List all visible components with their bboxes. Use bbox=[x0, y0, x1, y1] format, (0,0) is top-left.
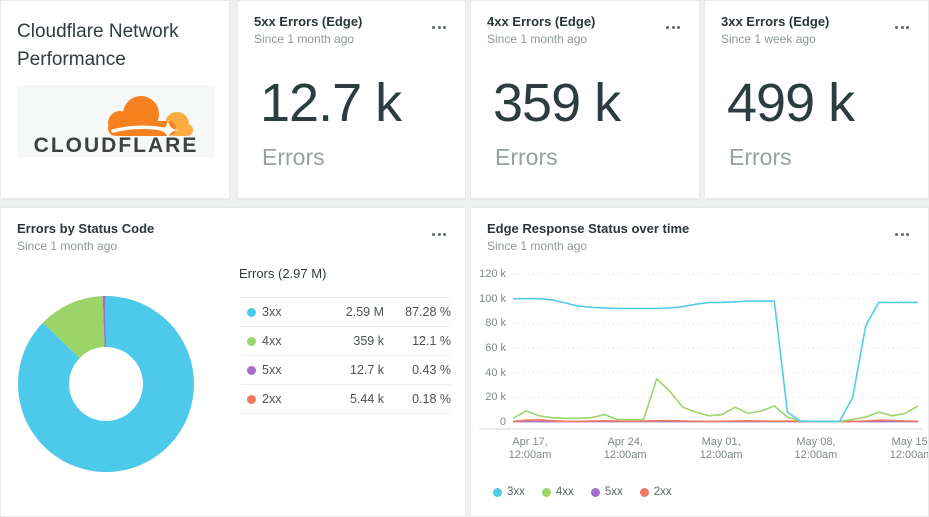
kpi-card-subtitle: Since 1 month ago bbox=[254, 32, 355, 46]
donut-chart[interactable] bbox=[17, 295, 195, 473]
series-label: 5xx bbox=[262, 363, 282, 377]
kpi-card-5xx-errors: 5xx Errors (Edge) Since 1 month ago 12.7… bbox=[237, 0, 466, 199]
chart-subtitle: Since 1 month ago bbox=[487, 239, 588, 253]
kpi-card-title: 5xx Errors (Edge) bbox=[254, 14, 363, 29]
kpi-unit-label: Errors bbox=[262, 144, 325, 170]
line-chart[interactable] bbox=[471, 208, 929, 516]
y-axis-label: 100 k bbox=[479, 293, 506, 305]
card-menu-icon[interactable] bbox=[429, 230, 449, 239]
y-axis-label: 80 k bbox=[485, 317, 506, 329]
x-axis-label: May 08, 12:00am bbox=[794, 436, 838, 461]
card-menu-icon[interactable] bbox=[663, 23, 683, 32]
legend-item-5xx[interactable]: 5xx bbox=[590, 486, 623, 498]
kpi-unit-label: Errors bbox=[729, 144, 792, 170]
chart-legend: 3xx 4xx 5xx 2xx bbox=[493, 486, 672, 498]
kpi-card-title: 4xx Errors (Edge) bbox=[487, 14, 596, 29]
series-value: 12.7 k bbox=[349, 363, 384, 377]
x-axis-label: May 01, 12:00am bbox=[699, 436, 743, 461]
series-color-dot bbox=[493, 487, 502, 497]
series-value: 359 k bbox=[353, 334, 384, 348]
card-menu-icon[interactable] bbox=[892, 23, 912, 32]
kpi-value: 359 k bbox=[493, 73, 621, 133]
series-label: 4xx bbox=[555, 486, 574, 498]
series-color-dot bbox=[247, 307, 256, 317]
legend-item-2xx[interactable]: 2xx bbox=[639, 486, 672, 498]
donut-slice-3xx[interactable] bbox=[17, 296, 194, 472]
x-axis-label: Apr 17, 12:00am bbox=[508, 436, 552, 461]
card-menu-icon[interactable] bbox=[892, 230, 912, 239]
series-color-dot bbox=[247, 365, 256, 375]
chart-title: Edge Response Status over time bbox=[487, 221, 690, 236]
series-value: 5.44 k bbox=[349, 392, 384, 406]
x-axis-label: Apr 24, 12:00am bbox=[603, 436, 647, 461]
donut-legend-row-4xx[interactable]: 4xx 359 k 12.1 % bbox=[241, 326, 451, 355]
legend-item-3xx[interactable]: 3xx bbox=[493, 486, 525, 498]
series-percent: 0.18 % bbox=[412, 392, 451, 406]
line-series-3xx[interactable] bbox=[513, 297, 918, 423]
edge-response-status-card: Edge Response Status over time Since 1 m… bbox=[470, 207, 929, 517]
series-label: 2xx bbox=[262, 392, 282, 406]
dashboard-title: Cloudflare Network Performance bbox=[17, 21, 179, 70]
series-color-dot bbox=[247, 394, 256, 404]
series-color-dot bbox=[639, 487, 649, 497]
legend-item-4xx[interactable]: 4xx bbox=[541, 486, 574, 498]
kpi-value: 12.7 k bbox=[260, 73, 402, 133]
donut-slice-4xx[interactable] bbox=[42, 296, 105, 359]
line-series-4xx[interactable] bbox=[512, 378, 919, 423]
donut-legend-table: 3xx 2.59 M 87.28 % 4xx 359 k 12.1 % 5xx … bbox=[241, 297, 451, 414]
series-percent: 12.1 % bbox=[412, 334, 451, 348]
kpi-unit-label: Errors bbox=[495, 144, 558, 170]
series-label: 3xx bbox=[262, 305, 282, 319]
series-label: 3xx bbox=[507, 486, 525, 498]
kpi-value: 499 k bbox=[727, 73, 855, 133]
x-axis-label: May 15, 12:00am bbox=[889, 436, 929, 461]
card-menu-icon[interactable] bbox=[429, 23, 449, 32]
series-label: 2xx bbox=[653, 486, 672, 498]
cloudflare-logo-text: CLOUDFLARE bbox=[34, 134, 199, 157]
series-color-dot bbox=[590, 487, 600, 497]
series-label: 4xx bbox=[262, 334, 282, 348]
series-percent: 87.28 % bbox=[405, 305, 451, 319]
kpi-card-subtitle: Since 1 week ago bbox=[721, 32, 816, 46]
y-axis-label: 0 bbox=[499, 416, 506, 428]
kpi-card-4xx-errors: 4xx Errors (Edge) Since 1 month ago 359 … bbox=[470, 0, 700, 199]
donut-slice-5xx[interactable] bbox=[102, 296, 106, 348]
kpi-card-3xx-errors: 3xx Errors (Edge) Since 1 week ago 499 k… bbox=[704, 0, 929, 199]
cloudflare-logo: CLOUDFLARE bbox=[17, 85, 215, 157]
series-color-dot bbox=[247, 336, 256, 346]
donut-legend-row-2xx[interactable]: 2xx 5.44 k 0.18 % bbox=[241, 384, 451, 413]
y-axis-label: 40 k bbox=[485, 367, 506, 379]
series-value: 2.59 M bbox=[345, 305, 384, 319]
cloudflare-cloud-logo-icon: CLOUDFLARE bbox=[34, 96, 199, 157]
dashboard-title-card: Cloudflare Network Performance CLOUDFLAR… bbox=[0, 0, 230, 199]
chart-title: Errors by Status Code bbox=[17, 221, 155, 236]
y-axis-label: 120 k bbox=[479, 268, 506, 280]
y-axis-label: 60 k bbox=[485, 342, 506, 354]
chart-subtitle: Since 1 month ago bbox=[17, 239, 118, 253]
series-percent: 0.43 % bbox=[412, 363, 451, 377]
donut-legend-row-3xx[interactable]: 3xx 2.59 M 87.28 % bbox=[241, 297, 451, 326]
kpi-card-title: 3xx Errors (Edge) bbox=[721, 14, 830, 29]
line-series-2xx[interactable] bbox=[512, 419, 919, 423]
series-label: 5xx bbox=[604, 486, 623, 498]
donut-legend-row-5xx[interactable]: 5xx 12.7 k 0.43 % bbox=[241, 355, 451, 384]
kpi-card-subtitle: Since 1 month ago bbox=[487, 32, 588, 46]
y-axis-label: 20 k bbox=[485, 391, 506, 403]
series-color-dot bbox=[541, 487, 551, 497]
donut-slice-2xx[interactable] bbox=[105, 296, 106, 347]
donut-legend-title: Errors (2.97 M) bbox=[239, 266, 327, 281]
errors-by-status-code-card: Errors by Status Code Since 1 month ago … bbox=[0, 207, 466, 517]
